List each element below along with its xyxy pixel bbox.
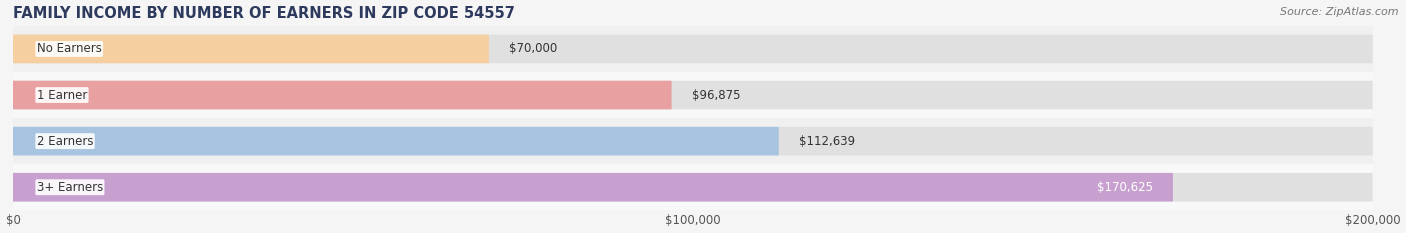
Text: $70,000: $70,000 xyxy=(509,42,558,55)
FancyBboxPatch shape xyxy=(13,26,1372,72)
FancyBboxPatch shape xyxy=(13,173,1372,202)
FancyBboxPatch shape xyxy=(13,81,1372,109)
FancyBboxPatch shape xyxy=(13,127,779,155)
Text: No Earners: No Earners xyxy=(37,42,101,55)
Text: 3+ Earners: 3+ Earners xyxy=(37,181,103,194)
FancyBboxPatch shape xyxy=(13,118,1372,164)
FancyBboxPatch shape xyxy=(13,127,1372,155)
FancyBboxPatch shape xyxy=(13,164,1372,210)
FancyBboxPatch shape xyxy=(13,173,1173,202)
Text: 1 Earner: 1 Earner xyxy=(37,89,87,102)
Text: 2 Earners: 2 Earners xyxy=(37,135,93,148)
FancyBboxPatch shape xyxy=(13,35,489,63)
Text: Source: ZipAtlas.com: Source: ZipAtlas.com xyxy=(1281,7,1399,17)
Text: $96,875: $96,875 xyxy=(692,89,741,102)
FancyBboxPatch shape xyxy=(13,72,1372,118)
FancyBboxPatch shape xyxy=(13,81,672,109)
Text: $170,625: $170,625 xyxy=(1097,181,1153,194)
Text: $112,639: $112,639 xyxy=(799,135,855,148)
FancyBboxPatch shape xyxy=(13,35,1372,63)
Text: FAMILY INCOME BY NUMBER OF EARNERS IN ZIP CODE 54557: FAMILY INCOME BY NUMBER OF EARNERS IN ZI… xyxy=(13,6,515,21)
